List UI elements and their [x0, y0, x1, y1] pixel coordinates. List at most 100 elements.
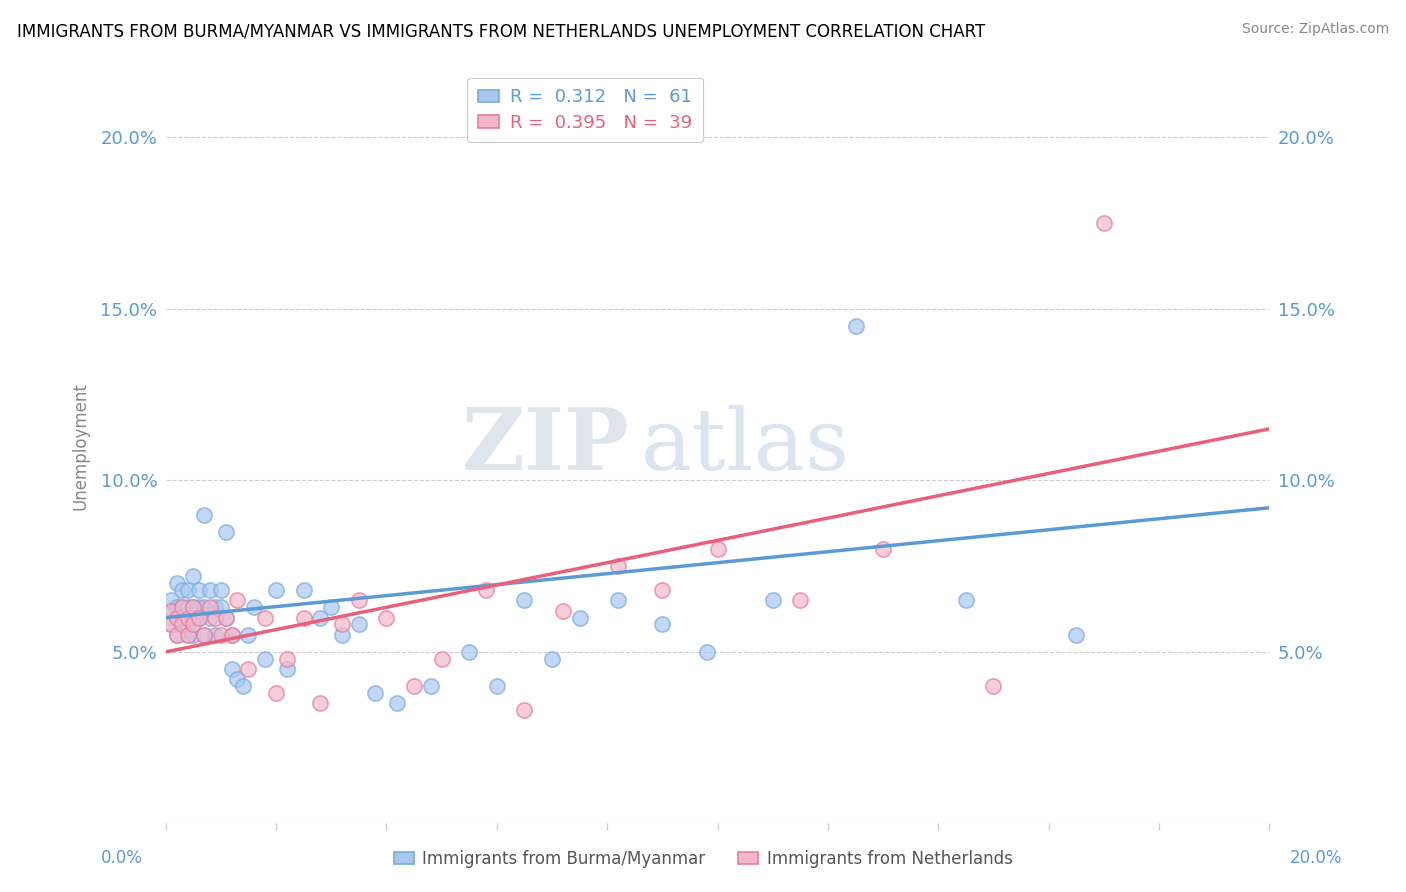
Point — [706, 541, 728, 556]
Y-axis label: Unemployment: Unemployment — [72, 382, 89, 510]
Point — [253, 652, 276, 666]
Point — [193, 600, 215, 615]
Point — [160, 593, 183, 607]
Point — [485, 679, 508, 693]
Point — [292, 610, 315, 624]
Point — [172, 600, 194, 615]
Point — [177, 583, 200, 598]
Point — [160, 617, 183, 632]
Point — [330, 617, 353, 632]
Point — [474, 583, 496, 598]
Point — [513, 703, 536, 717]
Point — [238, 662, 260, 676]
Point — [347, 617, 370, 632]
Point — [330, 628, 353, 642]
Point — [264, 583, 287, 598]
Point — [177, 628, 200, 642]
Point — [209, 600, 232, 615]
Point — [607, 593, 630, 607]
Point — [221, 628, 243, 642]
Point — [172, 617, 194, 632]
Point — [166, 628, 188, 642]
Point — [309, 697, 332, 711]
Point — [160, 604, 183, 618]
Point — [430, 652, 453, 666]
Point — [568, 610, 591, 624]
Text: 20.0%: 20.0% — [1291, 849, 1343, 867]
Point — [193, 508, 215, 522]
Point — [160, 604, 183, 618]
Point — [955, 593, 977, 607]
Point — [198, 600, 221, 615]
Point — [172, 600, 194, 615]
Point — [321, 600, 343, 615]
Point — [172, 583, 194, 598]
Point — [181, 628, 204, 642]
Point — [181, 569, 204, 583]
Text: IMMIGRANTS FROM BURMA/MYANMAR VS IMMIGRANTS FROM NETHERLANDS UNEMPLOYMENT CORREL: IMMIGRANTS FROM BURMA/MYANMAR VS IMMIGRA… — [17, 22, 986, 40]
Point — [198, 610, 221, 624]
Point — [166, 600, 188, 615]
Point — [844, 318, 866, 333]
Text: Source: ZipAtlas.com: Source: ZipAtlas.com — [1241, 22, 1389, 37]
Point — [215, 610, 238, 624]
Point — [193, 628, 215, 642]
Point — [160, 617, 183, 632]
Point — [204, 600, 226, 615]
Legend: Immigrants from Burma/Myanmar, Immigrants from Netherlands: Immigrants from Burma/Myanmar, Immigrant… — [387, 844, 1019, 875]
Point — [187, 610, 209, 624]
Point — [458, 645, 481, 659]
Point — [607, 559, 630, 574]
Point — [166, 576, 188, 591]
Text: 0.0%: 0.0% — [101, 849, 143, 867]
Point — [177, 600, 200, 615]
Point — [226, 593, 249, 607]
Point — [215, 524, 238, 539]
Point — [166, 610, 188, 624]
Point — [221, 662, 243, 676]
Point — [181, 610, 204, 624]
Point — [983, 679, 1005, 693]
Point — [204, 610, 226, 624]
Point — [166, 610, 188, 624]
Point — [253, 610, 276, 624]
Point — [209, 583, 232, 598]
Point — [166, 628, 188, 642]
Point — [187, 610, 209, 624]
Point — [181, 600, 204, 615]
Point — [696, 645, 718, 659]
Point — [215, 610, 238, 624]
Point — [226, 673, 249, 687]
Point — [177, 610, 200, 624]
Point — [419, 679, 441, 693]
Point — [232, 679, 254, 693]
Point — [243, 600, 266, 615]
Point — [264, 686, 287, 700]
Point — [309, 610, 332, 624]
Point — [292, 583, 315, 598]
Point — [204, 628, 226, 642]
Point — [541, 652, 564, 666]
Point — [1064, 628, 1087, 642]
Point — [651, 617, 673, 632]
Point — [221, 628, 243, 642]
Point — [172, 610, 194, 624]
Point — [177, 628, 200, 642]
Legend: R =  0.312   N =  61, R =  0.395   N =  39: R = 0.312 N = 61, R = 0.395 N = 39 — [467, 78, 703, 143]
Point — [181, 617, 204, 632]
Point — [187, 583, 209, 598]
Point — [762, 593, 785, 607]
Point — [872, 541, 894, 556]
Text: atlas: atlas — [640, 404, 849, 488]
Point — [347, 593, 370, 607]
Point — [276, 662, 298, 676]
Point — [651, 583, 673, 598]
Point — [198, 583, 221, 598]
Point — [364, 686, 387, 700]
Point — [375, 610, 398, 624]
Text: ZIP: ZIP — [461, 404, 630, 488]
Point — [387, 697, 409, 711]
Point — [181, 600, 204, 615]
Point — [187, 600, 209, 615]
Point — [513, 593, 536, 607]
